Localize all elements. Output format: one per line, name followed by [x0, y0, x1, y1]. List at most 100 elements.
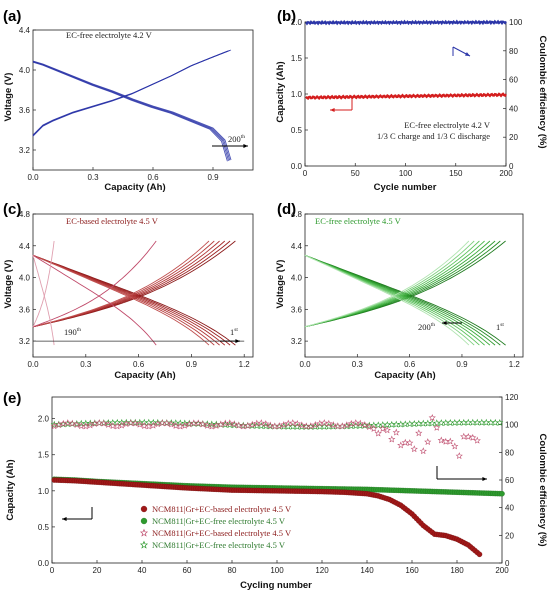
charge-curve — [32, 240, 157, 328]
ec-based-ce-marker — [266, 421, 274, 429]
ec-free-ce-marker — [446, 418, 454, 426]
ec-based-ce-marker — [469, 433, 477, 441]
ec-based-ce-marker — [185, 420, 193, 428]
ec-based-ce-marker — [59, 419, 67, 427]
x-tick-label: 0.0 — [27, 360, 39, 369]
y2-tick-label: 120 — [505, 393, 519, 402]
y2-tick-label: 100 — [509, 18, 523, 27]
panel-d-cycle-first: 1st — [496, 322, 504, 332]
ec-based-ce-marker — [194, 419, 202, 427]
panel-c-cycle-last: 190th — [64, 327, 81, 337]
y-tick-label: 4.4 — [19, 242, 31, 251]
charge-curve — [32, 240, 215, 328]
ec-based-ce-marker — [397, 441, 405, 449]
ec-based-ce-marker — [428, 413, 436, 421]
panel-c-annotation: EC-based electrolyte 4.5 V — [66, 216, 159, 226]
y-tick-label: 0.5 — [291, 126, 303, 135]
x-tick-label: 0.9 — [456, 360, 468, 369]
ec-based-ce-marker — [109, 422, 117, 430]
panel-d-plot: 0.0 0.3 0.6 0.9 1.2 3.2 3.6 4.0 4.4 4.8 — [291, 210, 524, 369]
ec-based-ce-marker — [86, 421, 94, 429]
ec-based-ce-marker — [122, 420, 130, 428]
ec-free-ce-marker — [424, 419, 432, 427]
y-tick-label: 4.4 — [291, 242, 303, 251]
y-tick-label: 4.0 — [19, 274, 31, 283]
x-tick-label: 0 — [303, 169, 308, 178]
charge-curve — [32, 240, 55, 327]
x-tick-label: 100 — [399, 169, 413, 178]
voltage-curve-discharge — [32, 60, 231, 161]
legend-marker-3 — [139, 528, 149, 537]
y-tick-label: 2.0 — [38, 415, 50, 424]
y-tick-label: 3.2 — [291, 337, 303, 346]
panel-e: (e) 0 20 40 60 80 100 120 140 160 180 2000.00.51.0… — [3, 390, 548, 591]
ec-based-ce-marker — [73, 421, 81, 428]
ec-based-ce-marker — [244, 422, 252, 429]
ec-based-ce-marker — [464, 432, 472, 440]
legend-item-2: NCM811|Gr+EC-free electrolyte 4.5 V — [152, 516, 286, 526]
ec-based-ce-marker — [226, 419, 234, 427]
panel-e-legend: NCM811|Gr+EC-based electrolyte 4.5 V NCM… — [139, 504, 292, 550]
y-tick-label: 4.8 — [19, 210, 31, 219]
y-tick-label: 0.5 — [38, 523, 50, 532]
ec-based-ce-marker — [320, 419, 328, 427]
ec-based-ce-marker — [374, 429, 382, 437]
y2-tick-label: 0 — [509, 162, 514, 171]
arrow-head — [482, 477, 487, 481]
panel-a-annotation: EC-free electrolyte 4.2 V — [66, 30, 153, 40]
ec-based-ce-marker — [100, 419, 108, 427]
x-tick-label: 80 — [228, 566, 237, 575]
ec-based-ce-marker — [361, 421, 369, 428]
plot-frame — [32, 29, 254, 171]
ec-based-ce-marker — [415, 429, 423, 437]
plot-frame — [32, 213, 254, 358]
ec-based-ce-marker — [370, 424, 378, 432]
panel-a-label: (a) — [3, 8, 21, 25]
panel-e-label: (e) — [3, 390, 21, 407]
ec-based-ce-marker — [352, 419, 360, 427]
ec-based-ce-marker — [217, 420, 225, 428]
x-tick-label: 0.6 — [133, 360, 145, 369]
legend-marker-1 — [140, 505, 148, 513]
charge-curve — [304, 240, 491, 328]
voltage-curve-discharge — [32, 61, 228, 162]
x-tick-label: 40 — [138, 566, 147, 575]
ec-based-ce-marker — [203, 421, 211, 429]
panel-b-annotation-line-2: 1/3 C charge and 1/3 C discharge — [377, 131, 490, 141]
ec-based-ce-marker — [199, 420, 207, 428]
charge-curve — [32, 240, 210, 328]
y2-tick-label: 40 — [509, 104, 518, 113]
panel-c-cycle-first: 1st — [230, 327, 238, 337]
ec-free-ce-marker — [419, 419, 427, 427]
ec-based-ce-marker — [451, 442, 459, 450]
ec-free-ce-marker — [406, 420, 414, 428]
y2-tick-label: 100 — [505, 421, 519, 430]
ec-based-ce-marker — [154, 420, 162, 428]
ec-free-ce-marker — [410, 419, 418, 427]
arrow-head — [330, 108, 335, 112]
panel-b-ylabel: Capacity (Ah) — [275, 61, 286, 122]
y2-tick-label: 80 — [509, 47, 518, 56]
ec-based-ce-marker — [338, 422, 346, 430]
charge-curve — [304, 240, 485, 328]
ec-free-capacity-marker — [499, 490, 505, 497]
x-tick-label: 0.3 — [352, 360, 364, 369]
panel-b: (b) 0 50 100 150 200 0.0 0.5 1.0 1.5 2.0 0 20 40 60 80… — [275, 8, 548, 193]
ec-based-ce-marker — [401, 438, 409, 446]
discharge-curve — [32, 254, 157, 346]
y-tick-label: 4.8 — [291, 210, 303, 219]
ec-free-ce-marker — [397, 420, 405, 428]
charge-curve — [32, 240, 226, 328]
panel-e-xlabel: Cycling number — [240, 580, 312, 591]
x-tick-label: 150 — [449, 169, 463, 178]
ec-based-ce-marker — [329, 421, 337, 429]
ec-free-ce-marker — [383, 420, 391, 428]
legend-item-1: NCM811|Gr+EC-based electrolyte 4.5 V — [152, 504, 292, 514]
panel-a-xlabel: Capacity (Ah) — [104, 182, 165, 193]
y2-tick-label: 20 — [505, 531, 514, 540]
capacity-series — [305, 92, 507, 100]
x-tick-label: 0.0 — [27, 173, 39, 182]
panel-c-label: (c) — [3, 201, 21, 218]
x-tick-label: 120 — [315, 566, 329, 575]
